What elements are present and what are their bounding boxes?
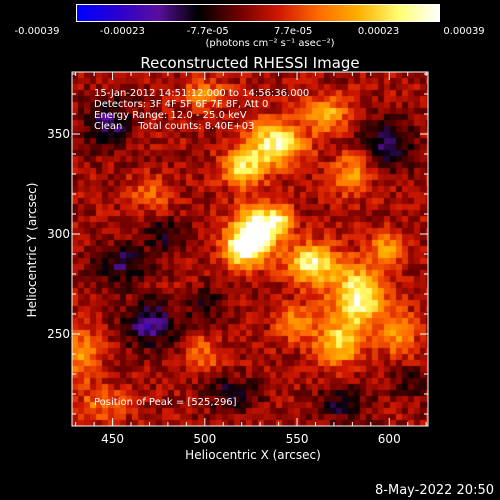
x-axis-label: Heliocentric X (arcsec)	[185, 448, 321, 462]
info-detectors: Detectors: 3F 4F 5F 6F 7F 8F, Att 0	[94, 99, 269, 110]
info-clean-counts: Clean Total counts: 8.40E+03	[94, 121, 255, 132]
x-tick-label: 500	[193, 432, 217, 446]
info-energy-range: Energy Range: 12.0 - 25.0 keV	[94, 110, 247, 121]
info-time-range: 15-Jan-2012 14:51:12.000 to 14:56:36.000	[94, 88, 310, 99]
y-tick-label: 250	[47, 327, 70, 341]
x-tick-label: 600	[377, 432, 401, 446]
colorbar-tick-label: 0.00023	[357, 26, 400, 37]
colorbar	[76, 4, 440, 22]
y-axis-label: Heliocentric Y (arcsec)	[25, 182, 39, 318]
x-tick-label: 550	[285, 432, 309, 446]
colorbar-tick-label: 7.7e-05	[273, 26, 313, 37]
timestamp: 8-May-2022 20:50	[375, 483, 494, 498]
y-tick-label: 300	[47, 227, 70, 241]
colorbar-tick-label: -7.7e-05	[186, 26, 229, 37]
x-tick-label: 450	[101, 432, 125, 446]
peak-position-label: Position of Peak = [525,296]	[94, 397, 237, 408]
y-tick-label: 350	[47, 127, 70, 141]
chart-title: Reconstructed RHESSI Image	[140, 54, 360, 72]
colorbar-tick-label: -0.00023	[99, 26, 145, 37]
colorbar-tick-label: 0.00039	[443, 26, 485, 37]
colorbar-tick-label: -0.00039	[14, 26, 60, 37]
colorbar-units: (photons cm⁻² s⁻¹ asec⁻²)	[205, 38, 335, 49]
